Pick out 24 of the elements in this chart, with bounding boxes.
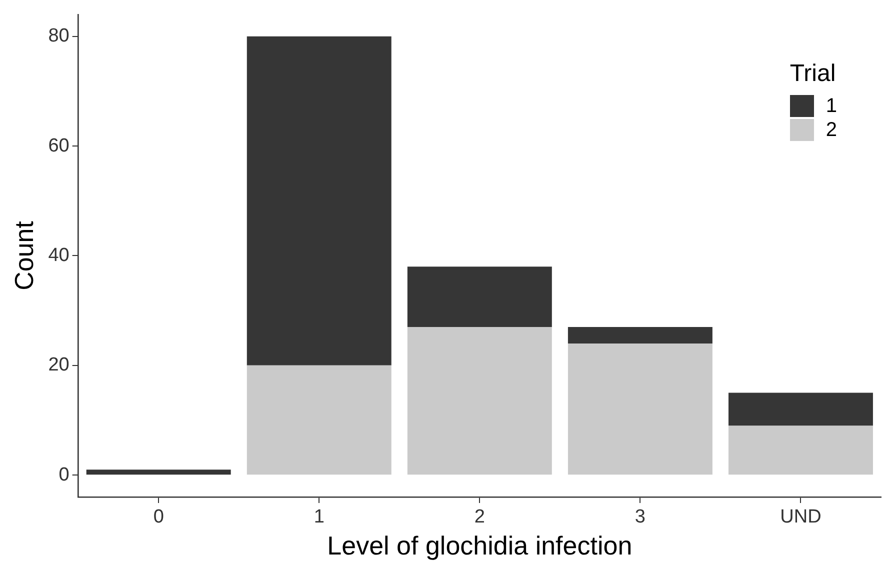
bar xyxy=(568,343,712,475)
bar xyxy=(246,365,392,475)
x-tick-label: 1 xyxy=(314,506,324,528)
legend-label: 2 xyxy=(826,118,837,142)
bar xyxy=(407,326,552,475)
bar xyxy=(728,426,873,475)
bar xyxy=(246,36,392,366)
y-tick-label: 40 xyxy=(48,244,70,266)
y-tick-label: 80 xyxy=(48,26,70,47)
legend-label: 1 xyxy=(826,94,837,118)
bar xyxy=(568,326,712,344)
x-tick-label: 3 xyxy=(634,506,646,528)
y-tick-label: 20 xyxy=(48,354,70,376)
bar xyxy=(728,392,873,426)
y-axis-title: Count xyxy=(8,220,39,290)
y-tick-label: 0 xyxy=(58,464,70,486)
bar xyxy=(407,266,552,327)
legend-title: Trial xyxy=(790,60,837,88)
x-tick-label: 2 xyxy=(474,506,485,528)
bar xyxy=(86,470,231,475)
x-tick-label: UND xyxy=(780,506,822,528)
x-tick-label: 0 xyxy=(153,506,164,528)
x-axis-title: Level of glochidia infection xyxy=(327,530,632,561)
y-tick-label: 60 xyxy=(48,135,70,156)
